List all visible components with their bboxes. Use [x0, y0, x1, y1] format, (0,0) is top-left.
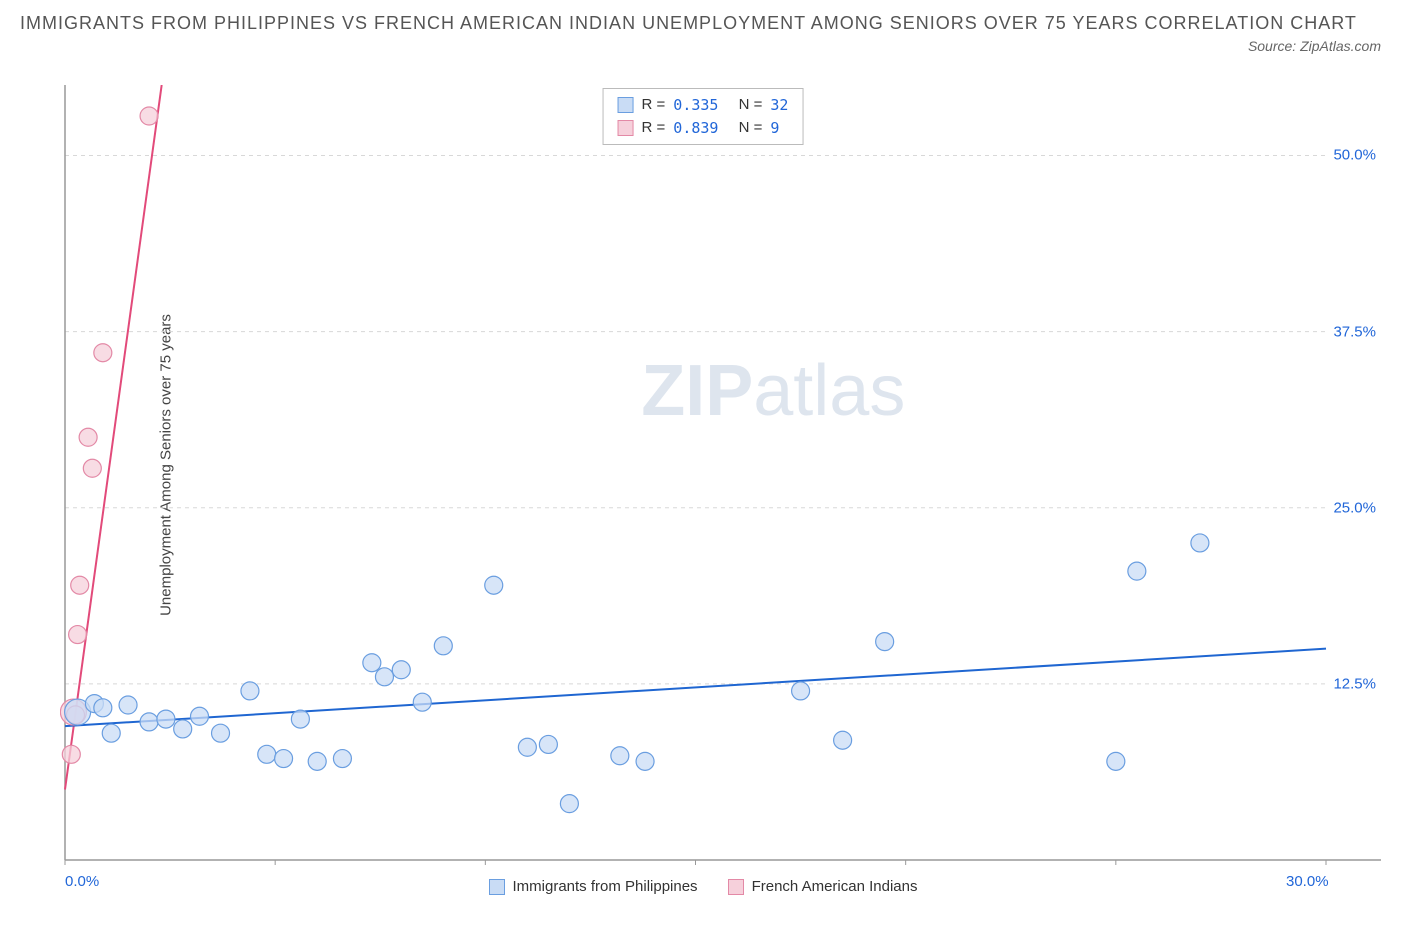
- x-tick-label: 30.0%: [1286, 873, 1329, 890]
- n-value-1: 32: [770, 94, 788, 117]
- y-tick-label: 25.0%: [1333, 499, 1376, 516]
- n-label-2: N =: [739, 117, 763, 140]
- stats-row-2: R = 0.839 N = 9: [618, 117, 789, 140]
- swatch-blue: [618, 97, 634, 113]
- legend-item-1: Immigrants from Philippines: [489, 878, 698, 895]
- r-label-2: R =: [642, 117, 666, 140]
- legend-swatch-blue: [489, 879, 505, 895]
- stats-box: R = 0.335 N = 32 R = 0.839 N = 9: [603, 88, 804, 145]
- y-tick-label: 12.5%: [1333, 675, 1376, 692]
- x-tick-label: 0.0%: [65, 873, 99, 890]
- watermark-atlas: atlas: [753, 351, 905, 431]
- y-tick-label: 50.0%: [1333, 147, 1376, 164]
- n-value-2: 9: [770, 117, 779, 140]
- r-label: R =: [642, 94, 666, 117]
- y-tick-label: 37.5%: [1333, 323, 1376, 340]
- n-label: N =: [739, 94, 763, 117]
- legend-item-2: French American Indians: [728, 878, 918, 895]
- watermark: ZIPatlas: [641, 350, 905, 432]
- chart-title: IMMIGRANTS FROM PHILIPPINES VS FRENCH AM…: [20, 10, 1386, 37]
- legend-label-1: Immigrants from Philippines: [513, 878, 698, 895]
- source-text: Source: ZipAtlas.com: [1248, 38, 1381, 54]
- r-value-2: 0.839: [673, 117, 718, 140]
- scatter-plot: [60, 85, 1381, 865]
- bottom-legend: Immigrants from Philippines French Ameri…: [0, 878, 1406, 895]
- legend-swatch-pink: [728, 879, 744, 895]
- stats-row-1: R = 0.335 N = 32: [618, 94, 789, 117]
- r-value-1: 0.335: [673, 94, 718, 117]
- watermark-zip: ZIP: [641, 351, 753, 431]
- swatch-pink: [618, 120, 634, 136]
- chart-area: [60, 85, 1381, 865]
- legend-label-2: French American Indians: [752, 878, 918, 895]
